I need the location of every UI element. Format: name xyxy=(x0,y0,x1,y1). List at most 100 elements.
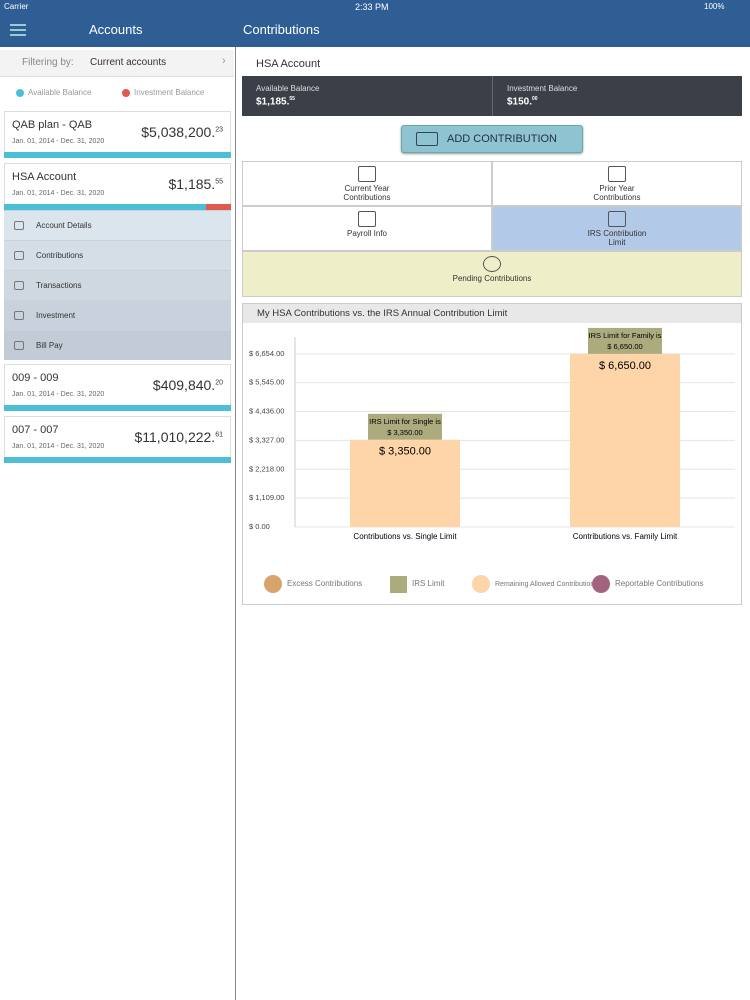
balance-amount: $1,185.55 xyxy=(256,96,295,107)
menu-item[interactable]: Contributions xyxy=(4,240,231,270)
tab-label: Current Year Contributions xyxy=(343,184,391,202)
account-name: 007 - 007 xyxy=(12,424,59,436)
account-dates: Jan. 01, 2014 - Dec. 31, 2020 xyxy=(12,138,105,145)
tab-label: Prior Year Contributions xyxy=(593,184,641,202)
bar-value-label: $ 3,350.00 xyxy=(379,446,431,458)
y-tick-label: $ 5,545.00 xyxy=(249,378,284,387)
account-dates: Jan. 01, 2014 - Dec. 31, 2020 xyxy=(12,443,105,450)
legend-swatch xyxy=(472,575,490,593)
y-tick-label: $ 3,327.00 xyxy=(249,435,284,444)
account-title: HSA Account xyxy=(256,58,321,70)
tab-label: IRS Contribution Limit xyxy=(587,229,647,247)
tab-icon xyxy=(358,211,376,227)
cents: 55 xyxy=(289,96,295,102)
y-tick-label: $ 6,654.00 xyxy=(249,349,284,358)
account-name: QAB plan - QAB xyxy=(12,119,93,131)
account-card[interactable]: QAB plan - QAB Jan. 01, 2014 - Dec. 31, … xyxy=(4,111,231,158)
bar xyxy=(350,439,460,527)
cents: 00 xyxy=(532,96,538,102)
menu-label: Contributions xyxy=(36,251,84,260)
tab-label: Payroll Info xyxy=(346,229,388,238)
legend-label: Available Balance xyxy=(28,88,92,97)
filter-row[interactable]: Filtering by: Current accounts › xyxy=(0,50,234,77)
menu-item[interactable]: Bill Pay xyxy=(4,330,231,360)
chart-title: My HSA Contributions vs. the IRS Annual … xyxy=(257,308,508,319)
divider xyxy=(235,47,236,1000)
tab[interactable]: Prior Year Contributions xyxy=(492,161,742,206)
separator xyxy=(492,76,493,116)
tab-label: Pending Contributions xyxy=(452,274,532,283)
account-name: 009 - 009 xyxy=(12,372,59,384)
tab[interactable]: Payroll Info xyxy=(242,206,492,251)
account-amount: $5,038,200.23 xyxy=(141,124,223,140)
menu-icon xyxy=(14,251,24,260)
filter-value: Current accounts xyxy=(90,57,167,68)
legend-dot xyxy=(122,89,130,97)
battery: 100% xyxy=(704,2,725,11)
account-card[interactable]: HSA Account Jan. 01, 2014 - Dec. 31, 202… xyxy=(4,163,231,210)
tab[interactable]: Current Year Contributions xyxy=(242,161,492,206)
menu-label: Investment xyxy=(36,311,76,320)
menu-item[interactable]: Account Details xyxy=(4,210,231,240)
y-tick-label: $ 1,109.00 xyxy=(249,493,284,502)
menu-label: Transactions xyxy=(36,281,82,290)
legend-swatch xyxy=(264,575,282,593)
cents: 20 xyxy=(215,379,223,387)
account-dates: Jan. 01, 2014 - Dec. 31, 2020 xyxy=(12,391,105,398)
x-tick-label: Contributions vs. Family Limit xyxy=(573,532,678,541)
chart-panel: My HSA Contributions vs. the IRS Annual … xyxy=(242,303,742,605)
tab[interactable]: IRS Contribution Limit xyxy=(492,206,742,251)
legend-label: Excess Contributions xyxy=(287,579,362,588)
irs-limit-value: $ 6,650.00 xyxy=(607,342,642,351)
irs-limit-label: IRS Limit for Single is xyxy=(369,417,441,426)
cents: 61 xyxy=(215,431,223,439)
irs-limit-value: $ 3,350.00 xyxy=(387,428,422,437)
carrier: Carrier xyxy=(4,2,29,11)
add-contribution-button[interactable]: ADD CONTRIBUTION xyxy=(401,125,583,153)
y-tick-label: $ 0.00 xyxy=(249,522,270,531)
legend-label: Remaining Allowed Contributions xyxy=(495,581,598,588)
balance-bar xyxy=(4,204,206,210)
cents: 55 xyxy=(215,178,223,186)
balance-bar xyxy=(4,405,231,411)
balance-label: Available Balance xyxy=(256,84,320,93)
tab-icon xyxy=(608,166,626,182)
irs-limit-label: IRS Limit for Family is xyxy=(589,331,662,340)
balance-label: Investment Balance xyxy=(507,84,578,93)
amount: $5,038,200. xyxy=(141,124,216,140)
account-dates: Jan. 01, 2014 - Dec. 31, 2020 xyxy=(12,190,105,197)
balance-panel: Available Balance $1,185.55 Investment B… xyxy=(242,76,742,116)
menu-icon[interactable] xyxy=(10,24,26,36)
amount: $11,010,222. xyxy=(134,429,216,445)
irs-limit-box xyxy=(368,413,442,440)
menu-item[interactable]: Transactions xyxy=(4,270,231,300)
chart: $ 0.00 $ 1,109.00 $ 2,218.00 $ 3,327.00 $ 4,… xyxy=(249,327,735,593)
balance-amount: $150.00 xyxy=(507,96,538,107)
amount: $409,840. xyxy=(152,377,216,393)
button-label: ADD CONTRIBUTION xyxy=(447,133,557,145)
time: 2:33 PM xyxy=(355,2,389,12)
legend-dot xyxy=(16,89,24,97)
account-amount: $1,185.55 xyxy=(168,176,223,192)
menu-item[interactable]: Investment xyxy=(4,300,231,330)
legend-swatch xyxy=(390,576,407,593)
header xyxy=(0,0,750,47)
irs-limit-box xyxy=(588,327,662,354)
filter-label: Filtering by: xyxy=(22,57,74,68)
account-card[interactable]: 007 - 007 Jan. 01, 2014 - Dec. 31, 2020 … xyxy=(4,416,231,463)
legend-label: IRS Limit xyxy=(412,579,445,588)
tab[interactable]: Pending Contributions xyxy=(242,251,742,297)
account-card[interactable]: 009 - 009 Jan. 01, 2014 - Dec. 31, 2020 … xyxy=(4,364,231,411)
legend-label: Investment Balance xyxy=(134,88,205,97)
account-amount: $11,010,222.61 xyxy=(134,429,223,445)
menu-icon xyxy=(14,221,24,230)
bar xyxy=(570,353,680,527)
account-name: HSA Account xyxy=(12,171,77,183)
amount: $1,185. xyxy=(168,176,216,192)
x-tick-label: Contributions vs. Single Limit xyxy=(353,532,457,541)
legend-label: Reportable Contributions xyxy=(615,579,704,588)
money-icon xyxy=(416,132,438,146)
menu-label: Account Details xyxy=(36,221,92,230)
balance-bar xyxy=(4,152,231,158)
amount: $150. xyxy=(507,96,533,108)
